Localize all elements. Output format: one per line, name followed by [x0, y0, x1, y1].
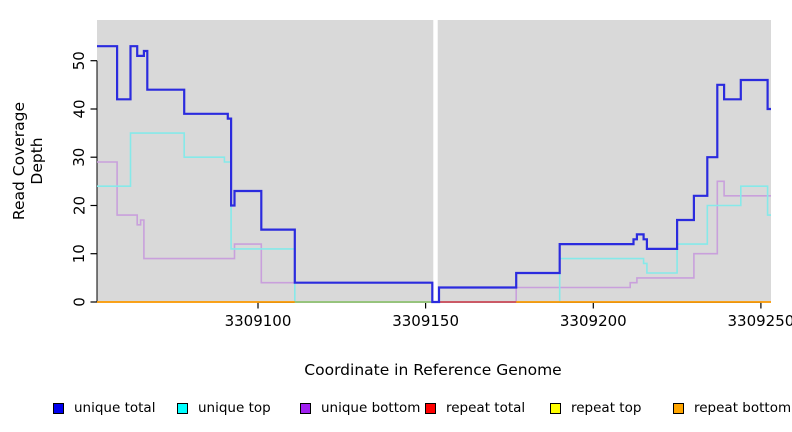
x-tick-label: 3309150	[392, 312, 459, 330]
line-unique-total	[97, 45, 771, 304]
y-tick-label: 0	[70, 297, 88, 307]
x-tick-label: 3309100	[225, 312, 292, 330]
y-tick-label: 20	[70, 196, 88, 215]
y-tick-label: 50	[70, 51, 88, 70]
line-unique-top	[97, 132, 771, 303]
x-tick-label: 3309250	[727, 312, 792, 330]
x-tick-label: 3309200	[560, 312, 627, 330]
y-tick-label: 10	[70, 244, 88, 263]
x-axis-title: Coordinate in Reference Genome	[304, 361, 562, 379]
no-data-gap	[433, 20, 438, 302]
y-tick-label: 30	[70, 148, 88, 167]
y-tick-label: 40	[70, 99, 88, 118]
y-axis-title: Read Coverage Depth	[10, 101, 46, 221]
